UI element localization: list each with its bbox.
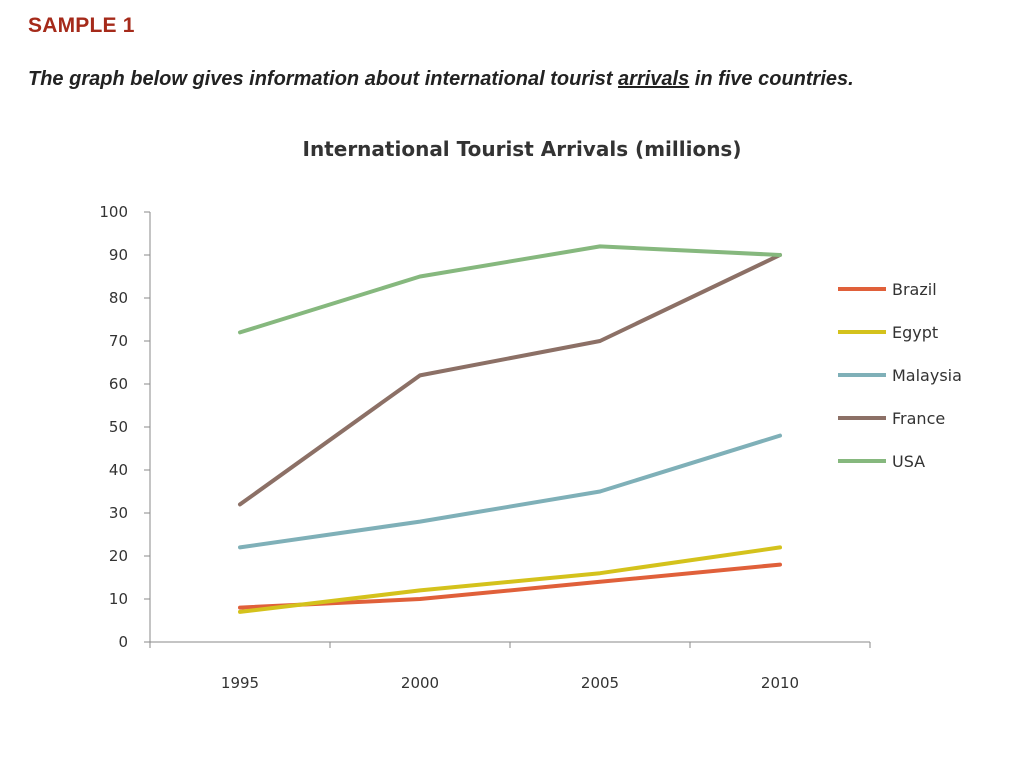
y-tick-label: 30 xyxy=(109,504,128,522)
intro-sentence: The graph below gives information about … xyxy=(28,68,854,91)
intro-text-start: The graph below gives information about … xyxy=(28,68,619,90)
y-tick-label: 50 xyxy=(109,418,128,436)
chart-axes: 0 10 20 30 40 50 60 70 80 90 100 1995 2000 2005 2010 xyxy=(99,203,871,692)
x-tick-label: 2000 xyxy=(401,674,439,692)
series-line-usa xyxy=(238,244,782,335)
chart-title: International Tourist Arrivals (millions… xyxy=(303,137,742,161)
legend-label-usa: USA xyxy=(892,452,925,471)
y-tick-label: 40 xyxy=(109,461,128,479)
y-tick-label: 90 xyxy=(109,246,128,264)
y-tick-label: 60 xyxy=(109,375,128,393)
legend-label-brazil: Brazil xyxy=(892,280,937,299)
series-line-malaysia xyxy=(238,433,782,550)
intro-text-end: in five countries. xyxy=(689,68,854,90)
intro-underlined-word: arrivals xyxy=(618,68,690,90)
chart-legend: Brazil Egypt Malaysia France USA xyxy=(838,280,962,471)
y-tick-label: 80 xyxy=(109,289,128,307)
series-layer xyxy=(238,244,782,614)
x-tick-label: 1995 xyxy=(221,674,259,692)
x-tick-label: 2010 xyxy=(761,674,799,692)
legend-label-france: France xyxy=(892,409,945,428)
legend-label-malaysia: Malaysia xyxy=(892,366,962,385)
x-tick-label: 2005 xyxy=(581,674,619,692)
legend-label-egypt: Egypt xyxy=(892,323,938,342)
series-line-brazil xyxy=(238,562,782,610)
y-tick-label: 100 xyxy=(99,203,128,221)
series-line-egypt xyxy=(238,545,782,614)
y-tick-label: 70 xyxy=(109,332,128,350)
y-tick-label: 20 xyxy=(109,547,128,565)
sample-heading: SAMPLE 1 xyxy=(28,14,135,37)
series-line-france xyxy=(238,253,782,507)
y-tick-label: 0 xyxy=(118,633,128,651)
y-tick-label: 10 xyxy=(109,590,128,608)
